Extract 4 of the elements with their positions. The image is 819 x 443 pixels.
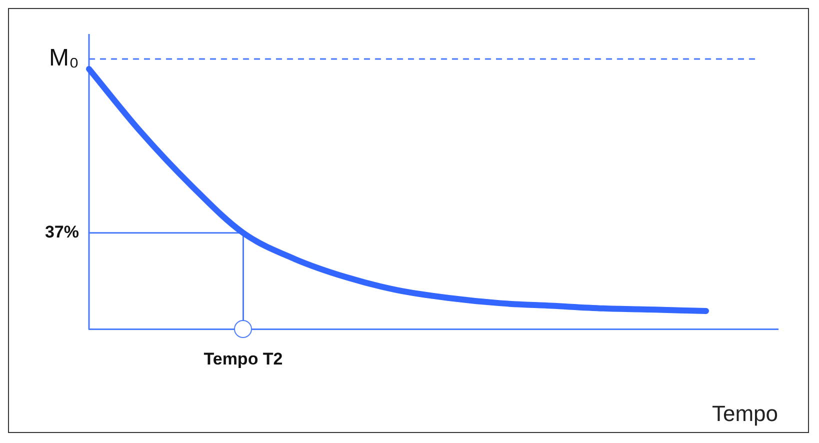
text: M₀	[49, 44, 79, 72]
text: Tempo T2	[204, 349, 283, 368]
text: 37%	[44, 222, 79, 242]
x-axis-title: Tempo	[712, 400, 778, 426]
